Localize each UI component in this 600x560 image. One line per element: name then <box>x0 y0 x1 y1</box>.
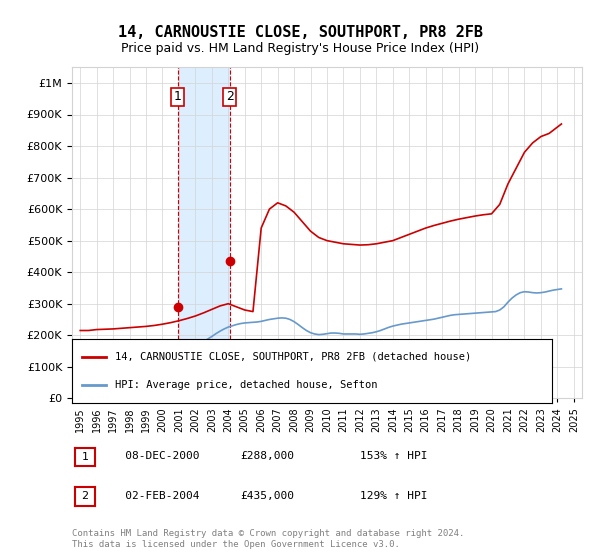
Text: 08-DEC-2000: 08-DEC-2000 <box>105 451 199 461</box>
Text: Price paid vs. HM Land Registry's House Price Index (HPI): Price paid vs. HM Land Registry's House … <box>121 42 479 55</box>
Text: £435,000: £435,000 <box>240 491 294 501</box>
Text: 1: 1 <box>173 91 182 104</box>
Bar <box>178 67 230 398</box>
Text: 02-FEB-2004: 02-FEB-2004 <box>105 491 199 501</box>
Text: 129% ↑ HPI: 129% ↑ HPI <box>360 491 427 501</box>
Text: 153% ↑ HPI: 153% ↑ HPI <box>360 451 427 461</box>
Text: 2: 2 <box>82 492 88 501</box>
Text: 14, CARNOUSTIE CLOSE, SOUTHPORT, PR8 2FB (detached house): 14, CARNOUSTIE CLOSE, SOUTHPORT, PR8 2FB… <box>115 352 472 362</box>
Text: 1: 1 <box>82 452 88 462</box>
Text: Contains HM Land Registry data © Crown copyright and database right 2024.
This d: Contains HM Land Registry data © Crown c… <box>72 529 464 549</box>
Text: HPI: Average price, detached house, Sefton: HPI: Average price, detached house, Seft… <box>115 380 378 390</box>
Text: 14, CARNOUSTIE CLOSE, SOUTHPORT, PR8 2FB: 14, CARNOUSTIE CLOSE, SOUTHPORT, PR8 2FB <box>118 25 482 40</box>
Text: £288,000: £288,000 <box>240 451 294 461</box>
Text: 2: 2 <box>226 91 234 104</box>
